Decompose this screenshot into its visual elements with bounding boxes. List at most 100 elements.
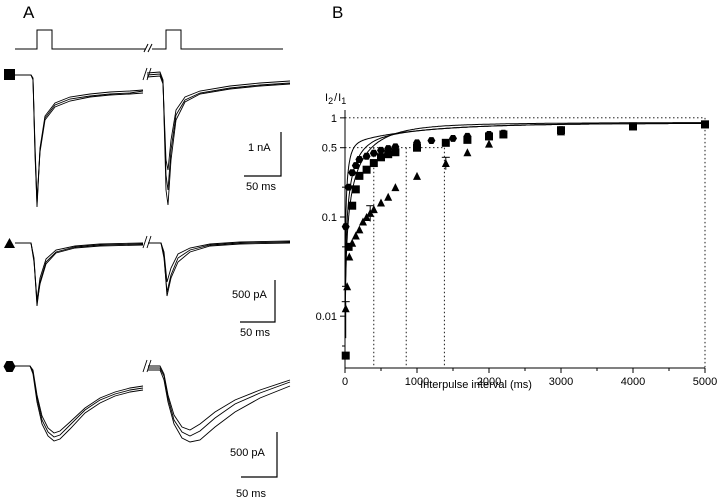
y-axis-title-num-sub: 2	[328, 96, 333, 106]
reference-lines	[345, 117, 706, 368]
trace-triangle-2	[15, 242, 144, 301]
point-triangle	[377, 198, 385, 207]
point-square	[344, 242, 353, 251]
trace-break-mark	[142, 67, 152, 81]
point-triangle	[369, 205, 378, 214]
trace-hexagon-4	[148, 365, 291, 431]
point-triangle	[413, 171, 421, 180]
y-axis-title-den-sub: 1	[341, 96, 346, 106]
fit-curve	[344, 122, 705, 287]
x-tick-label: 2000	[477, 376, 501, 388]
data-points	[341, 120, 709, 360]
x-tick-label: 0	[342, 376, 348, 388]
x-tick-label: 1000	[405, 376, 429, 388]
trace-hexagon-6	[148, 369, 291, 443]
point-hexagon	[341, 223, 350, 231]
x-tick-label: 3000	[549, 376, 573, 388]
point-square	[463, 135, 472, 144]
point-triangle	[351, 231, 360, 240]
point-hexagon	[449, 134, 457, 142]
trace-square-4	[146, 71, 291, 206]
fit-curve	[344, 122, 705, 338]
point-triangle	[485, 139, 493, 148]
point-hexagon	[348, 169, 357, 177]
square-marker	[4, 69, 15, 80]
point-square	[362, 165, 371, 174]
trace-triangle-3	[15, 242, 144, 304]
point-hexagon	[377, 146, 385, 154]
point-square	[499, 130, 508, 139]
x-axis-title: Interpulse interval (ms)	[420, 379, 532, 391]
trace-square-5	[146, 73, 291, 191]
point-square	[377, 153, 385, 162]
scalebar-3: 500 pA 50 ms	[230, 432, 278, 500]
trace-square-3	[15, 74, 144, 201]
point-square	[351, 185, 360, 194]
point-triangle	[355, 225, 364, 234]
y-tick-label: 0.1	[322, 212, 337, 224]
point-hexagon	[369, 149, 378, 157]
point-square	[355, 171, 364, 180]
point-triangle	[348, 238, 357, 247]
point-square	[384, 150, 393, 159]
point-square	[485, 132, 493, 141]
point-hexagon	[351, 162, 360, 170]
scalebar-2-x-label: 50 ms	[240, 327, 270, 339]
scalebar-2-y-label: 500 pA	[232, 289, 268, 301]
point-square	[441, 138, 450, 147]
point-square	[391, 148, 400, 157]
point-hexagon	[362, 152, 371, 160]
point-triangle	[391, 183, 400, 192]
point-triangle	[359, 217, 367, 226]
point-square	[348, 201, 357, 210]
tick-labels: 0 1000 2000 3000 4000 5000 0.01 0.1 0.5 1	[316, 113, 718, 388]
y-axis-title-sep: /	[334, 92, 338, 104]
y-axis-title: I2/I1	[325, 92, 346, 106]
trace-row-triangle	[15, 235, 291, 307]
y-tick-label: 0.5	[322, 143, 337, 155]
point-hexagon	[344, 183, 353, 191]
trace-row-hexagon	[15, 359, 291, 443]
point-triangle	[343, 282, 352, 291]
point-hexagon	[427, 137, 436, 145]
trace-break-mark	[142, 235, 152, 249]
point-square	[369, 159, 378, 168]
y-tick-label: 1	[331, 113, 337, 125]
y-tick-label: 0.01	[316, 311, 337, 323]
trace-triangle-5	[148, 241, 291, 293]
trace-row-square	[15, 67, 291, 208]
scalebar-3-x-label: 50 ms	[236, 488, 266, 500]
point-triangle	[701, 120, 709, 129]
trace-square-6	[146, 75, 291, 171]
trace-break-mark	[142, 359, 152, 373]
recovery-chart: 0 1000 2000 3000 4000 5000 0.01 0.1 0.5 1 Interpu…	[316, 92, 718, 391]
panel-a-label: A	[23, 3, 35, 22]
trace-hexagon-5	[148, 367, 291, 437]
stimulus-trace-1	[15, 29, 146, 50]
point-triangle	[629, 122, 637, 131]
scalebar-3-y-label: 500 pA	[230, 447, 266, 459]
stimulus-break-mark	[143, 43, 153, 53]
x-tick-label: 5000	[693, 376, 717, 388]
hexagon-marker	[3, 361, 16, 372]
stimulus-protocol	[15, 29, 283, 53]
y-axis-title-main-2: I	[338, 92, 341, 104]
scalebar-1: 1 nA 50 ms	[244, 132, 282, 193]
point-triangle	[557, 127, 565, 136]
scalebar-2: 500 pA 50 ms	[232, 280, 276, 339]
trace-triangle-1	[15, 242, 144, 307]
scalebar-1-x-label: 50 ms	[246, 181, 276, 193]
point-triangle	[384, 192, 393, 201]
trace-hexagon-3	[15, 365, 144, 434]
trace-hexagon-2	[15, 365, 144, 442]
svg-text:I2/I1: I2/I1	[325, 92, 346, 106]
panel-b-label: B	[332, 3, 343, 22]
x-tick-label: 4000	[621, 376, 645, 388]
point-triangle	[345, 252, 354, 261]
point-square	[341, 351, 350, 360]
triangle-marker	[4, 238, 15, 248]
scalebar-1-y-label: 1 nA	[248, 142, 271, 154]
stimulus-trace-2	[152, 29, 283, 50]
y-axis-title-main: I	[325, 92, 328, 104]
